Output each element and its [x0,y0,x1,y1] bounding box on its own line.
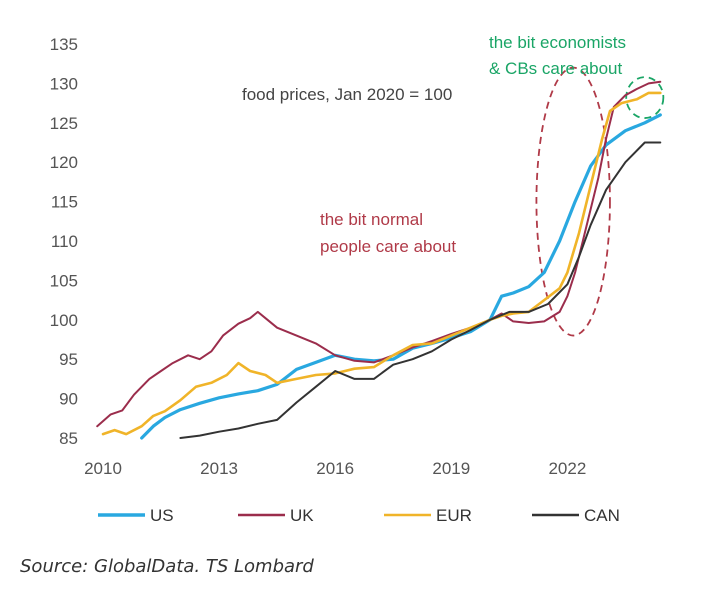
legend-label-eur: EUR [436,506,472,525]
y-tick-label: 85 [59,429,78,448]
y-tick-label: 120 [50,153,78,172]
series-lines [96,80,662,440]
annotation-economists-line2: & CBs care about [489,59,623,78]
legend-label-uk: UK [290,506,314,525]
x-tick-label: 2022 [548,459,586,478]
y-tick-label: 130 [50,74,78,93]
legend: US UK EUR CAN [98,506,620,525]
series-line-uk [96,80,662,428]
legend-label-us: US [150,506,174,525]
series-line-eur [101,91,662,436]
y-tick-label: 90 [59,390,78,409]
legend-label-can: CAN [584,506,620,525]
annotation-normal-people-line2: people care about [320,237,456,256]
y-tick-label: 110 [51,232,78,251]
y-tick-label: 125 [50,114,78,133]
y-tick-label: 100 [50,311,78,330]
x-tick-label: 2010 [84,459,122,478]
y-tick-label: 105 [50,271,78,290]
x-tick-label: 2013 [200,459,238,478]
y-axis-ticks: 85 90 95 100 105 110 115 120 125 130 135 [50,35,78,448]
chart-subtitle: food prices, Jan 2020 = 100 [242,85,452,104]
y-tick-label: 95 [59,350,78,369]
series-line-us [140,113,662,440]
series-line-can [179,141,662,439]
highlight-ellipses [535,66,665,337]
y-tick-label: 135 [50,35,78,54]
y-tick-label: 115 [51,193,78,212]
normal-people-ellipse [535,66,611,337]
x-tick-label: 2016 [316,459,354,478]
annotation-normal-people-line1: the bit normal [320,210,423,229]
source-caption: Source: GlobalData. TS Lombard [20,556,314,577]
economists-ellipse [625,76,665,119]
annotation-economists-line1: the bit economists [489,33,626,52]
x-tick-label: 2019 [432,459,470,478]
x-axis-ticks: 2010 2013 2016 2019 2022 [84,459,586,478]
